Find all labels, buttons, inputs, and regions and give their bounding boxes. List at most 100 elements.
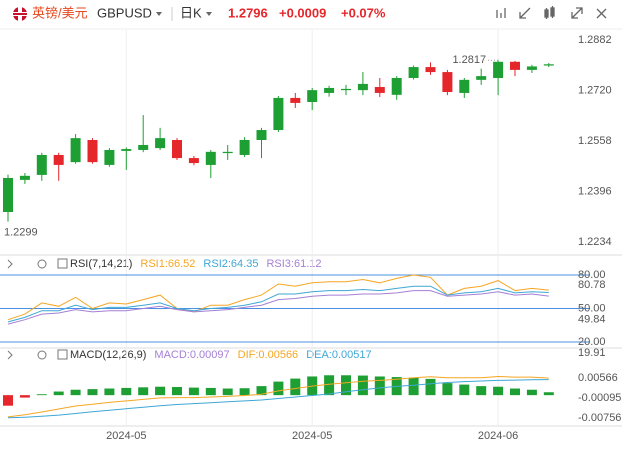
- candle-body: [155, 138, 166, 149]
- indicator-line: [7, 290, 549, 325]
- candle-body: [526, 66, 537, 70]
- candle-body: [70, 138, 81, 163]
- dropdown-arrow[interactable]: [156, 12, 162, 16]
- histogram-bar: [374, 376, 385, 396]
- histogram-bar: [19, 395, 30, 398]
- macd-controls[interactable]: [7, 349, 68, 360]
- candle-body: [459, 79, 470, 93]
- y-tick-label: 80.00: [578, 269, 606, 281]
- histogram-bar: [476, 386, 487, 396]
- candle-body: [121, 149, 132, 151]
- legend-entry: RSI3:61.12: [266, 258, 321, 270]
- toolbar-button[interactable]: [596, 8, 607, 19]
- change: +0.0009: [279, 5, 326, 20]
- histogram-bar: [442, 383, 453, 396]
- extreme-label: 19.91: [578, 347, 606, 359]
- y-tick-label: -0.00756: [578, 412, 621, 424]
- candle-body: [273, 97, 284, 131]
- candle-body: [307, 90, 318, 102]
- y-tick-label: 1.2396: [578, 185, 612, 197]
- candle-body: [87, 140, 98, 163]
- histogram-bar: [408, 377, 419, 396]
- rsi-controls[interactable]: [7, 258, 68, 269]
- histogram-bar: [205, 387, 216, 396]
- candle-body: [205, 151, 216, 165]
- toolbar-button[interactable]: [544, 6, 555, 19]
- candle-body: [374, 87, 385, 93]
- y-tick-label: 1.2234: [578, 236, 612, 248]
- toolbar-button[interactable]: [494, 8, 508, 20]
- legend-entry: RSI2:64.35: [203, 258, 258, 270]
- candle-body: [357, 83, 368, 91]
- y-tick-label: 50.00: [578, 302, 606, 314]
- y-tick-label: 20.00: [578, 336, 606, 348]
- histogram-bar: [459, 384, 470, 396]
- toolbar-button[interactable]: [519, 7, 531, 19]
- x-tick-label: 2024-05: [106, 430, 146, 442]
- indicator-line: [7, 375, 549, 418]
- candle-body: [341, 88, 351, 91]
- legend-entry: MACD:0.00097: [154, 349, 229, 361]
- candle-body: [408, 67, 419, 78]
- histogram-bar: [138, 387, 149, 396]
- rsi-legend: RSI(7,14,21) RSI1:66.52 RSI2:64.35 RSI3:61.…: [70, 258, 322, 270]
- histogram-bar: [239, 388, 250, 396]
- extreme-label: 80.78: [578, 279, 606, 291]
- y-tick-label: 0.00566: [578, 372, 618, 384]
- indicator-title: MACD(12,26,9): [70, 349, 146, 361]
- histogram-bar: [87, 389, 98, 396]
- period[interactable]: 日K: [180, 5, 202, 20]
- candle-body: [425, 67, 436, 73]
- histogram-bar: [290, 378, 301, 396]
- candle-body: [493, 61, 504, 78]
- low-label: 1.2299: [4, 227, 38, 239]
- y-tick-label: -0.00095: [578, 392, 621, 404]
- y-tick-label: 1.2882: [578, 34, 612, 46]
- histogram-bar: [222, 388, 233, 396]
- candle-body: [19, 175, 30, 180]
- indicator-line: [7, 379, 549, 419]
- candle-body: [256, 130, 267, 140]
- indicator-line: [7, 285, 549, 323]
- candle-body: [290, 97, 301, 103]
- histogram-bar: [273, 381, 284, 396]
- histogram-bar: [526, 389, 537, 396]
- symbol-name[interactable]: 英镑/美元: [32, 5, 88, 20]
- candle-body: [3, 178, 13, 212]
- y-tick-label: 1.2558: [578, 135, 612, 147]
- candle-body: [222, 151, 233, 154]
- histogram-bar: [543, 392, 554, 396]
- candle-body: [543, 64, 554, 66]
- histogram-bar: [3, 395, 13, 406]
- x-tick-label: 2024-06: [478, 430, 518, 442]
- histogram-bar: [341, 375, 351, 396]
- change-percent: +0.07%: [341, 5, 386, 20]
- histogram-bar: [357, 375, 368, 396]
- extreme-label: 49.84: [578, 314, 606, 326]
- histogram-bar: [425, 378, 436, 396]
- x-tick-label: 2024-05: [292, 430, 332, 442]
- histogram-bar: [256, 386, 267, 396]
- candle-body: [53, 154, 64, 165]
- candle-body: [476, 76, 487, 80]
- candle-body: [324, 87, 335, 93]
- indicator-line: [7, 274, 549, 321]
- histogram-bar: [36, 394, 47, 396]
- dropdown-arrow[interactable]: [206, 12, 212, 16]
- histogram-bar: [104, 388, 115, 396]
- histogram-bar: [172, 387, 182, 396]
- histogram-bar: [324, 375, 335, 396]
- legend-entry: DIF:0.00566: [238, 349, 299, 361]
- candle-body: [36, 154, 47, 175]
- histogram-bar: [510, 388, 520, 396]
- indicator-title: RSI(7,14,21): [70, 258, 132, 270]
- candle-body: [510, 61, 520, 70]
- high-label: 1.2817: [452, 54, 486, 66]
- candle-body: [104, 149, 115, 165]
- y-tick-label: 1.2720: [578, 84, 612, 96]
- legend-entry: DEA:0.00517: [306, 349, 371, 361]
- toolbar-button[interactable]: [571, 7, 583, 19]
- symbol-code[interactable]: GBPUSD: [97, 5, 152, 20]
